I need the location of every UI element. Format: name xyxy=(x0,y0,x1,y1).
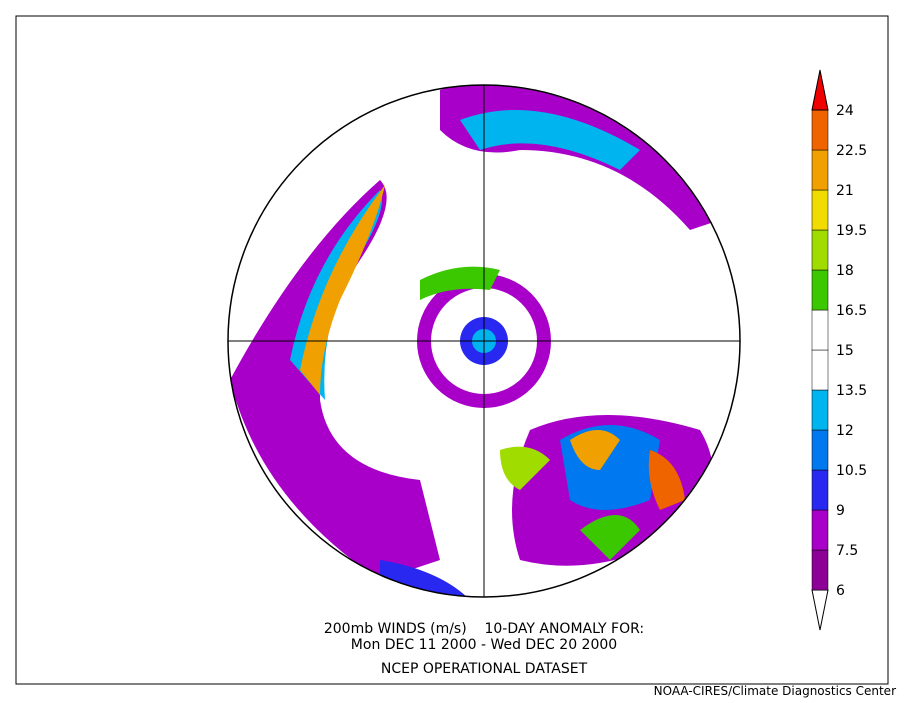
colorbar-label: 19.5 xyxy=(836,223,867,239)
colorbar-label: 13.5 xyxy=(836,383,867,399)
colorbar-swatch xyxy=(811,389,829,431)
colorbar-swatch xyxy=(811,349,829,391)
colorbar-label: 16.5 xyxy=(836,303,867,319)
colorbar-label: 21 xyxy=(836,183,854,199)
colorbar-label: 18 xyxy=(836,263,854,279)
colorbar-label: 10.5 xyxy=(836,463,867,479)
credit: NOAA-CIRES/Climate Diagnostics Center xyxy=(654,684,896,698)
colorbar-label: 24 xyxy=(836,103,854,119)
colorbar-triangle xyxy=(811,69,829,111)
colorbar-label: 22.5 xyxy=(836,143,867,159)
colorbar-swatch xyxy=(811,269,829,311)
anomaly-field xyxy=(230,85,720,597)
colorbar-swatch xyxy=(811,509,829,551)
colorbar-label: 12 xyxy=(836,423,854,439)
colorbar-swatch xyxy=(811,469,829,511)
caption-line: NCEP OPERATIONAL DATASET xyxy=(381,661,588,677)
colorbar-label: 9 xyxy=(836,503,845,519)
colorbar-swatch xyxy=(811,109,829,151)
caption-line: 200mb WINDS (m/s) 10-DAY ANOMALY FOR: xyxy=(324,621,644,637)
colorbar-label: 6 xyxy=(836,583,845,599)
colorbar-swatch xyxy=(811,149,829,191)
colorbar-swatch xyxy=(811,229,829,271)
colorbar-swatch xyxy=(811,549,829,591)
colorbar-swatch xyxy=(811,189,829,231)
colorbar-label: 7.5 xyxy=(836,543,858,559)
caption-line: Mon DEC 11 2000 - Wed DEC 20 2000 xyxy=(351,637,617,653)
colorbar-swatch xyxy=(811,429,829,471)
colorbar-swatch xyxy=(811,309,829,351)
colorbar-label: 15 xyxy=(836,343,854,359)
colorbar: 6 7.5 9 10.5 12 13.5 15 16.5 18 19.5 21 22.5 24 xyxy=(811,69,867,631)
